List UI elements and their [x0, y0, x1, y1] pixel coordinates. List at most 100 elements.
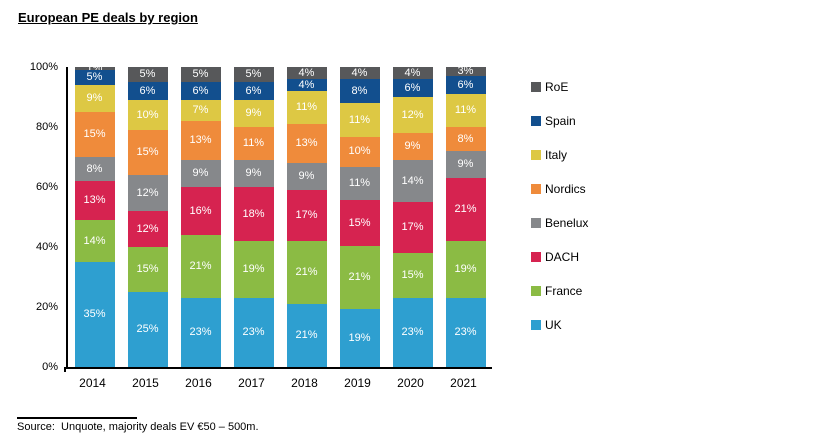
bar-segment-label: 15% [348, 216, 371, 229]
bar-segment-italy-2021: 11% [445, 94, 486, 127]
y-axis: 100% 80% 60% 40% 20% 0% [0, 61, 60, 373]
bar-segment-label: 5% [86, 71, 103, 83]
legend-label: DACH [545, 250, 580, 264]
bar-segment-label: 11% [348, 177, 371, 190]
bar-segment-spain-2018: 4% [286, 78, 327, 91]
bar-slot-2017: 23% 19% 18% 9% 11% 9% 6% 5% [227, 67, 280, 367]
bar-segment-label: 5% [192, 68, 209, 80]
bar-segment-nordics-2020: 9% [392, 133, 433, 160]
bar-segment-label: 1% [86, 62, 103, 74]
x-tick-label-2021: 2021 [450, 376, 477, 390]
legend-swatch-icon [531, 252, 541, 262]
bar-segment-label: 15% [401, 269, 424, 281]
bar-segment-label: 23% [454, 326, 477, 338]
bar-segment-label: 4% [404, 66, 421, 79]
bar-segment-uk-2015: 25% [127, 292, 168, 367]
legend-item-roe: RoE [531, 80, 588, 94]
y-tick-label: 80% [35, 121, 58, 133]
bar-segment-label: 3% [457, 65, 474, 77]
bar-segment-label: 11% [454, 104, 477, 116]
bar-segment-label: 14% [401, 174, 424, 187]
bar-segment-spain-2017: 6% [233, 82, 274, 100]
x-tick-label-2018: 2018 [291, 376, 318, 390]
source-divider [17, 417, 137, 419]
bar-column-2021: 23% 19% 21% 9% 8% 11% 6% 3% [445, 65, 486, 367]
bar-segment-spain-2019: 8% [339, 79, 380, 104]
bar-segment-dach-2018: 17% [286, 190, 327, 241]
bar-segment-roe-2019: 4% [339, 66, 380, 80]
bar-segment-label: 23% [242, 326, 265, 338]
bar-segment-france-2014: 14% [74, 220, 115, 262]
bar-segment-roe-2020: 4% [392, 66, 433, 79]
bar-segment-label: 35% [83, 308, 106, 320]
bar-segment-spain-2014: 5% [74, 70, 115, 85]
x-tick-label-2019: 2019 [344, 376, 371, 390]
bar-segment-label: 10% [136, 108, 159, 121]
bar-column-2017: 23% 19% 18% 9% 11% 9% 6% 5% [233, 67, 274, 367]
bar-slot-2021: 23% 19% 21% 9% 8% 11% 6% 3% [439, 65, 492, 367]
bar-slot-2016: 23% 21% 16% 9% 13% 7% 6% 5% [174, 67, 227, 367]
legend-swatch-icon [531, 150, 541, 160]
bar-segment-roe-2016: 5% [180, 67, 221, 82]
bar-segment-benelux-2015: 12% [127, 175, 168, 211]
y-tick-label: 100% [29, 61, 58, 73]
bar-segment-dach-2021: 21% [445, 178, 486, 241]
bar-segment-label: 17% [295, 209, 318, 221]
bar-segment-label: 11% [242, 137, 265, 149]
bar-segment-italy-2017: 9% [233, 100, 274, 127]
bar-segment-benelux-2014: 8% [74, 157, 115, 181]
legend-item-nordics: Nordics [531, 182, 588, 196]
bar-segment-label: 8% [457, 132, 474, 145]
bar-segment-label: 15% [136, 263, 159, 275]
bar-segment-label: 23% [401, 326, 424, 338]
bar-segment-benelux-2021: 9% [445, 151, 486, 178]
bar-segment-label: 5% [139, 68, 156, 80]
bar-slot-2014: 35% 14% 13% 8% 15% 9% 5% 1% [68, 63, 121, 367]
legend-label: Benelux [545, 216, 589, 230]
x-tick-label-2014: 2014 [79, 376, 106, 390]
x-tick-label-2016: 2016 [185, 376, 212, 390]
legend-item-dach: DACH [531, 250, 588, 264]
bar-segment-label: 4% [298, 78, 315, 91]
bar-segment-label: 9% [457, 158, 474, 170]
bar-segment-uk-2016: 23% [180, 298, 221, 367]
x-axis: 2014 2015 2016 2017 2018 2019 2020 2021 [66, 376, 490, 390]
bar-segment-italy-2018: 11% [286, 91, 327, 124]
bar-slot-2020: 23% 15% 17% 14% 9% 12% 6% 4% [386, 67, 439, 367]
bar-segment-spain-2021: 6% [445, 76, 486, 94]
bar-column-2018: 21% 21% 17% 9% 13% 11% 4% 4% [286, 67, 327, 367]
bar-segment-italy-2019: 11% [339, 103, 380, 137]
bar-segment-nordics-2015: 15% [127, 130, 168, 175]
bar-segment-label: 8% [351, 84, 368, 97]
bar-segment-france-2020: 15% [392, 253, 433, 298]
bar-column-2014: 35% 14% 13% 8% 15% 9% 5% 1% [74, 63, 115, 367]
bar-segment-france-2018: 21% [286, 241, 327, 304]
bar-segment-label: 9% [404, 140, 421, 152]
x-tick-label-2020: 2020 [397, 376, 424, 390]
bar-segment-label: 19% [242, 263, 265, 275]
legend-item-benelux: Benelux [531, 216, 589, 230]
bar-segment-label: 4% [351, 66, 368, 79]
legend-swatch-icon [531, 184, 541, 194]
legend-swatch-icon [531, 218, 541, 228]
bar-segment-france-2016: 21% [180, 235, 221, 298]
bar-segment-france-2021: 19% [445, 241, 486, 298]
x-tick-label-2015: 2015 [132, 376, 159, 390]
bar-segment-label: 18% [242, 207, 265, 220]
legend-item-spain: Spain [531, 114, 588, 128]
bar-segment-label: 12% [401, 108, 424, 121]
bar-segment-label: 13% [295, 137, 318, 149]
bar-segment-label: 12% [136, 222, 159, 235]
chart-title: European PE deals by region [18, 10, 198, 25]
bar-segment-label: 9% [86, 92, 103, 104]
bar-segment-label: 11% [295, 101, 318, 113]
legend-label: RoE [545, 80, 569, 94]
bar-segment-uk-2014: 35% [74, 262, 115, 367]
bar-segment-uk-2020: 23% [392, 298, 433, 367]
bar-segment-label: 13% [83, 194, 106, 206]
bar-segment-dach-2016: 16% [180, 187, 221, 235]
bar-segment-label: 6% [457, 78, 474, 91]
bar-segment-italy-2014: 9% [74, 85, 115, 112]
bar-segment-label: 19% [348, 331, 371, 344]
bar-segment-uk-2019: 19% [339, 309, 380, 367]
